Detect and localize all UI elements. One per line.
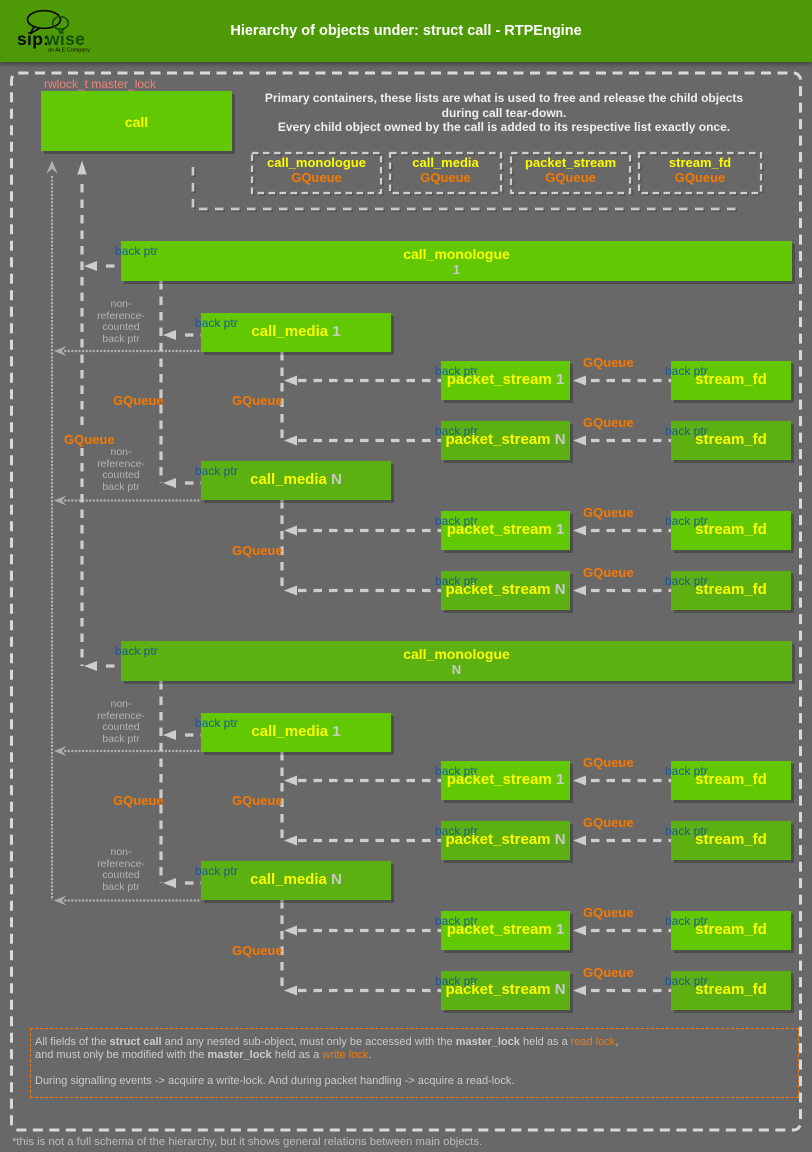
svg-text:an ALE Company: an ALE Company	[48, 48, 90, 54]
svg-text:sip:: sip:	[17, 29, 49, 49]
svg-text:wise: wise	[45, 29, 85, 49]
